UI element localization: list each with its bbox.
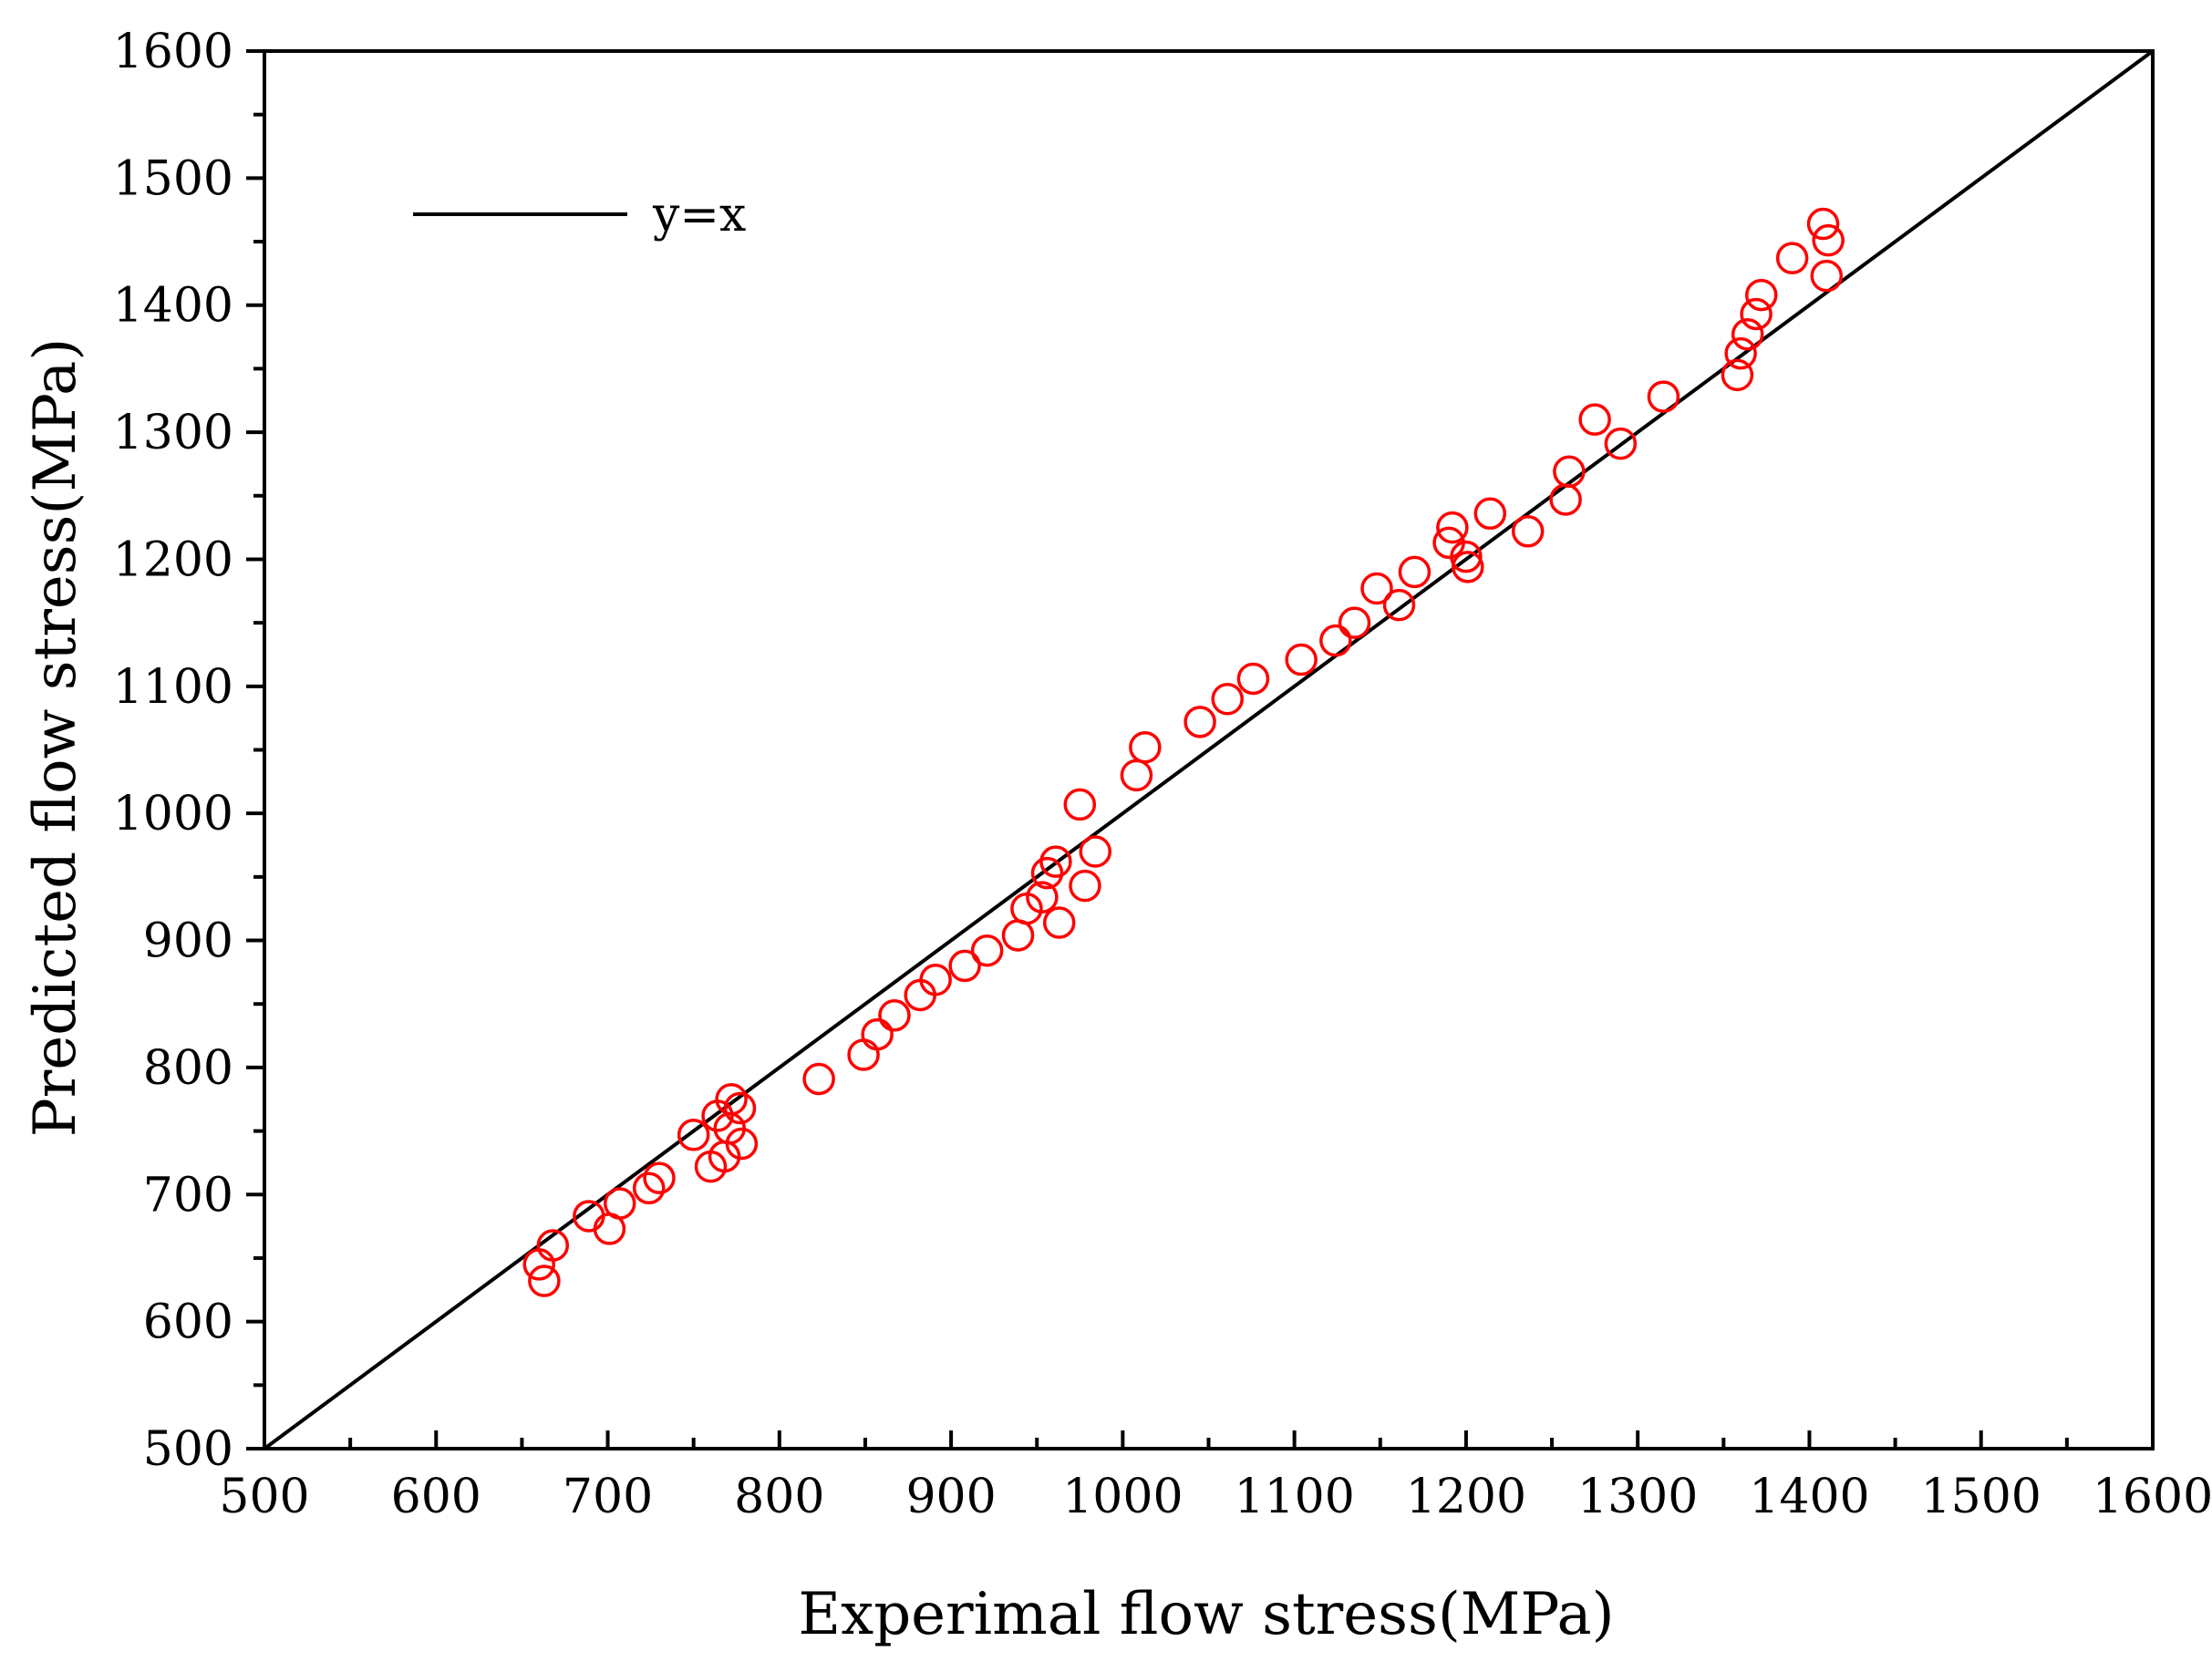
y-tick-label: 1300	[113, 406, 233, 460]
reference-line-y-equals-x	[263, 49, 2155, 1450]
x-tick-label: 1000	[1062, 1470, 1183, 1524]
legend-label: y=x	[652, 188, 746, 243]
y-tick-label: 1000	[113, 787, 233, 841]
data-points	[522, 207, 1845, 1297]
y-tick-label: 600	[143, 1296, 233, 1350]
data-point	[1398, 555, 1432, 589]
data-point	[1511, 515, 1545, 548]
data-point	[677, 1119, 710, 1151]
data-point	[1069, 869, 1101, 903]
data-point	[1063, 788, 1097, 821]
data-point	[1382, 588, 1416, 622]
x-tick-label: 800	[734, 1470, 824, 1524]
data-point	[1001, 919, 1035, 952]
data-point	[643, 1161, 676, 1194]
data-point	[1744, 278, 1778, 312]
y-tick-label: 700	[143, 1168, 233, 1223]
data-point	[632, 1172, 666, 1205]
data-point	[1236, 662, 1270, 696]
y-axis-tick-labels: 500 600 700 800 900 1000 1100 1200 1300 1400 1500 1…	[113, 25, 233, 1477]
data-point	[603, 1187, 636, 1220]
y-tick-label: 1400	[113, 279, 233, 334]
y-tick-label: 500	[143, 1422, 233, 1477]
x-tick-label: 600	[391, 1470, 481, 1524]
data-point	[1360, 572, 1393, 605]
data-point	[1319, 624, 1352, 657]
data-point	[1812, 223, 1845, 257]
x-tick-label: 1500	[1921, 1470, 2041, 1524]
y-tick-label: 1200	[113, 532, 233, 587]
data-point	[1578, 403, 1611, 436]
x-tick-label: 900	[905, 1470, 996, 1524]
y-axis-title: Predicted flow stress(MPa)	[22, 338, 89, 1138]
data-point	[1721, 358, 1754, 392]
data-point	[802, 1062, 835, 1096]
data-point	[1549, 483, 1582, 516]
data-point	[1039, 845, 1072, 878]
data-point	[715, 1083, 748, 1116]
plot-area-frame	[263, 49, 2155, 1450]
data-point	[1452, 551, 1484, 583]
data-point	[1042, 906, 1076, 939]
data-point	[1724, 336, 1757, 370]
x-tick-label: 1100	[1234, 1470, 1354, 1524]
data-point	[1740, 297, 1773, 331]
data-point	[1436, 511, 1469, 544]
data-point	[878, 999, 911, 1032]
data-point	[1129, 730, 1162, 764]
data-point	[1285, 643, 1318, 676]
x-tick-label: 500	[219, 1470, 309, 1524]
data-point	[919, 963, 952, 996]
data-point	[725, 1127, 759, 1161]
data-point	[1810, 259, 1844, 293]
data-point	[1030, 856, 1064, 890]
data-point	[1184, 706, 1216, 738]
data-point	[1553, 455, 1586, 489]
data-point	[861, 1017, 894, 1051]
data-point	[536, 1229, 570, 1262]
data-point	[948, 949, 981, 983]
data-point	[723, 1091, 757, 1125]
legend: y=x	[413, 188, 746, 243]
data-point	[522, 1248, 555, 1281]
x-axis-tick-labels: 500 600 700 800 900 1000 1100 1200 1300 1400 1500 1…	[219, 1470, 2212, 1524]
data-point	[528, 1265, 561, 1297]
data-point	[970, 934, 1004, 967]
data-point	[1338, 606, 1371, 639]
data-point	[1604, 427, 1638, 460]
x-axis-title: Experimal flow stress(MPa)	[798, 1581, 1614, 1648]
y-tick-label: 1500	[113, 151, 233, 206]
data-point	[1473, 497, 1507, 531]
x-tick-label: 1200	[1406, 1470, 1526, 1524]
y-tick-label: 800	[143, 1041, 233, 1096]
data-point	[1026, 881, 1059, 914]
x-tick-label: 1400	[1749, 1470, 1869, 1524]
y-axis-ticks	[246, 49, 264, 1450]
data-point	[1211, 683, 1244, 716]
data-point	[1731, 318, 1764, 351]
data-point	[1079, 835, 1111, 868]
x-tick-label: 1600	[2093, 1470, 2212, 1524]
y-tick-label: 1600	[113, 25, 233, 79]
data-point	[847, 1038, 880, 1071]
x-tick-label: 700	[563, 1470, 653, 1524]
y-tick-label: 1100	[113, 660, 233, 715]
data-point	[1450, 540, 1483, 573]
data-point	[1647, 380, 1680, 413]
data-point	[1806, 207, 1840, 241]
x-tick-label: 1300	[1577, 1470, 1698, 1524]
data-point	[1120, 759, 1153, 792]
y-tick-label: 900	[143, 914, 233, 969]
data-point	[1775, 242, 1809, 274]
